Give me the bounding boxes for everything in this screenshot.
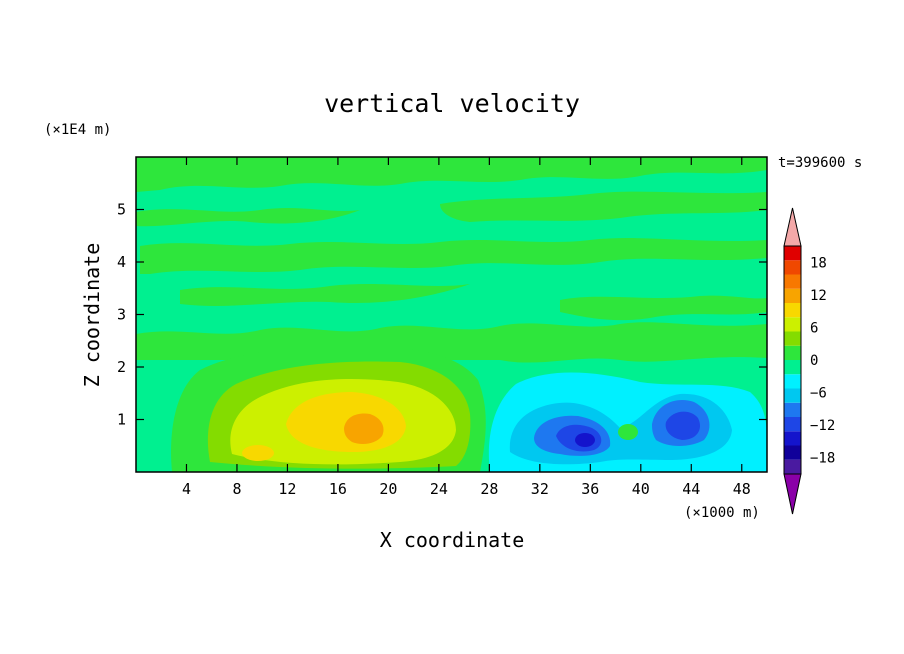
colorbar-band — [784, 417, 801, 432]
x-tick-label: 20 — [379, 480, 397, 498]
x-tick-label: 48 — [733, 480, 751, 498]
colorbar-band — [784, 303, 801, 318]
y-axis-label: Z coordinate — [80, 243, 104, 388]
y-tick-label: 2 — [117, 358, 126, 376]
field-band — [180, 284, 470, 306]
y-tick-label: 3 — [117, 306, 126, 324]
x-tick-label: 8 — [232, 480, 241, 498]
y-units-label: (×1E4 m) — [44, 122, 111, 138]
x-axis-label: X coordinate — [380, 528, 525, 552]
x-tick-label: 28 — [480, 480, 498, 498]
x-axis-ticks: 4 8 12 16 20 24 28 32 36 40 44 48 — [182, 157, 751, 498]
time-label: t=399600 s — [778, 155, 862, 171]
colorbar-tick-label: 18 — [810, 255, 827, 271]
y-tick-label: 4 — [117, 253, 126, 271]
y-tick-label: 1 — [117, 411, 126, 429]
y-axis-ticks: 1 2 3 4 5 — [117, 201, 767, 429]
colorbar-tick-label: 6 — [810, 320, 818, 336]
chart-title: vertical velocity — [324, 89, 580, 118]
colorbar-band — [784, 260, 801, 275]
x-tick-label: 4 — [182, 480, 191, 498]
x-tick-label: 12 — [278, 480, 296, 498]
colorbar-band — [784, 317, 801, 332]
downdraft-core-center — [575, 433, 595, 447]
x-tick-label: 32 — [531, 480, 549, 498]
colorbar-band — [784, 246, 801, 261]
colorbar-band — [784, 459, 801, 474]
colorbar-tick-label: 0 — [810, 353, 818, 369]
colorbar-band — [784, 345, 801, 360]
updraft-secondary — [242, 445, 274, 461]
x-tick-label: 44 — [682, 480, 700, 498]
x-tick-label: 16 — [329, 480, 347, 498]
colorbar-band — [784, 388, 801, 403]
colorbar-band — [784, 402, 801, 417]
colorbar-over-arrow — [783, 207, 802, 247]
colorbar-band — [784, 331, 801, 346]
x-tick-label: 24 — [430, 480, 448, 498]
field-band — [136, 208, 360, 227]
colorbar-band — [784, 445, 801, 460]
colorbar-band — [784, 360, 801, 375]
colorbar-under-arrow — [783, 473, 802, 515]
colorbar-band — [784, 431, 801, 446]
heatmap-field — [136, 157, 767, 472]
colorbar-band — [784, 274, 801, 289]
colorbar-tick-label: 12 — [810, 288, 827, 304]
colorbar-band — [784, 374, 801, 389]
colorbar-tick-label: −12 — [810, 418, 835, 434]
x-units-label: (×1000 m) — [684, 505, 760, 521]
y-tick-label: 5 — [117, 201, 126, 219]
colorbar-band — [784, 288, 801, 303]
weak-updraft — [618, 424, 638, 440]
updraft-core — [344, 413, 384, 444]
colorbar-tick-label: −6 — [810, 386, 827, 402]
field-band — [136, 157, 767, 192]
field-band — [560, 295, 767, 321]
x-tick-label: 40 — [632, 480, 650, 498]
x-tick-label: 36 — [581, 480, 599, 498]
colorbar: 18 12 6 0 −6 −12 −18 — [783, 207, 835, 515]
downdraft-core — [665, 411, 701, 440]
colorbar-frame — [783, 245, 802, 475]
colorbar-tick-label: −18 — [810, 451, 835, 467]
field-band — [440, 191, 767, 222]
field-band — [140, 238, 767, 274]
